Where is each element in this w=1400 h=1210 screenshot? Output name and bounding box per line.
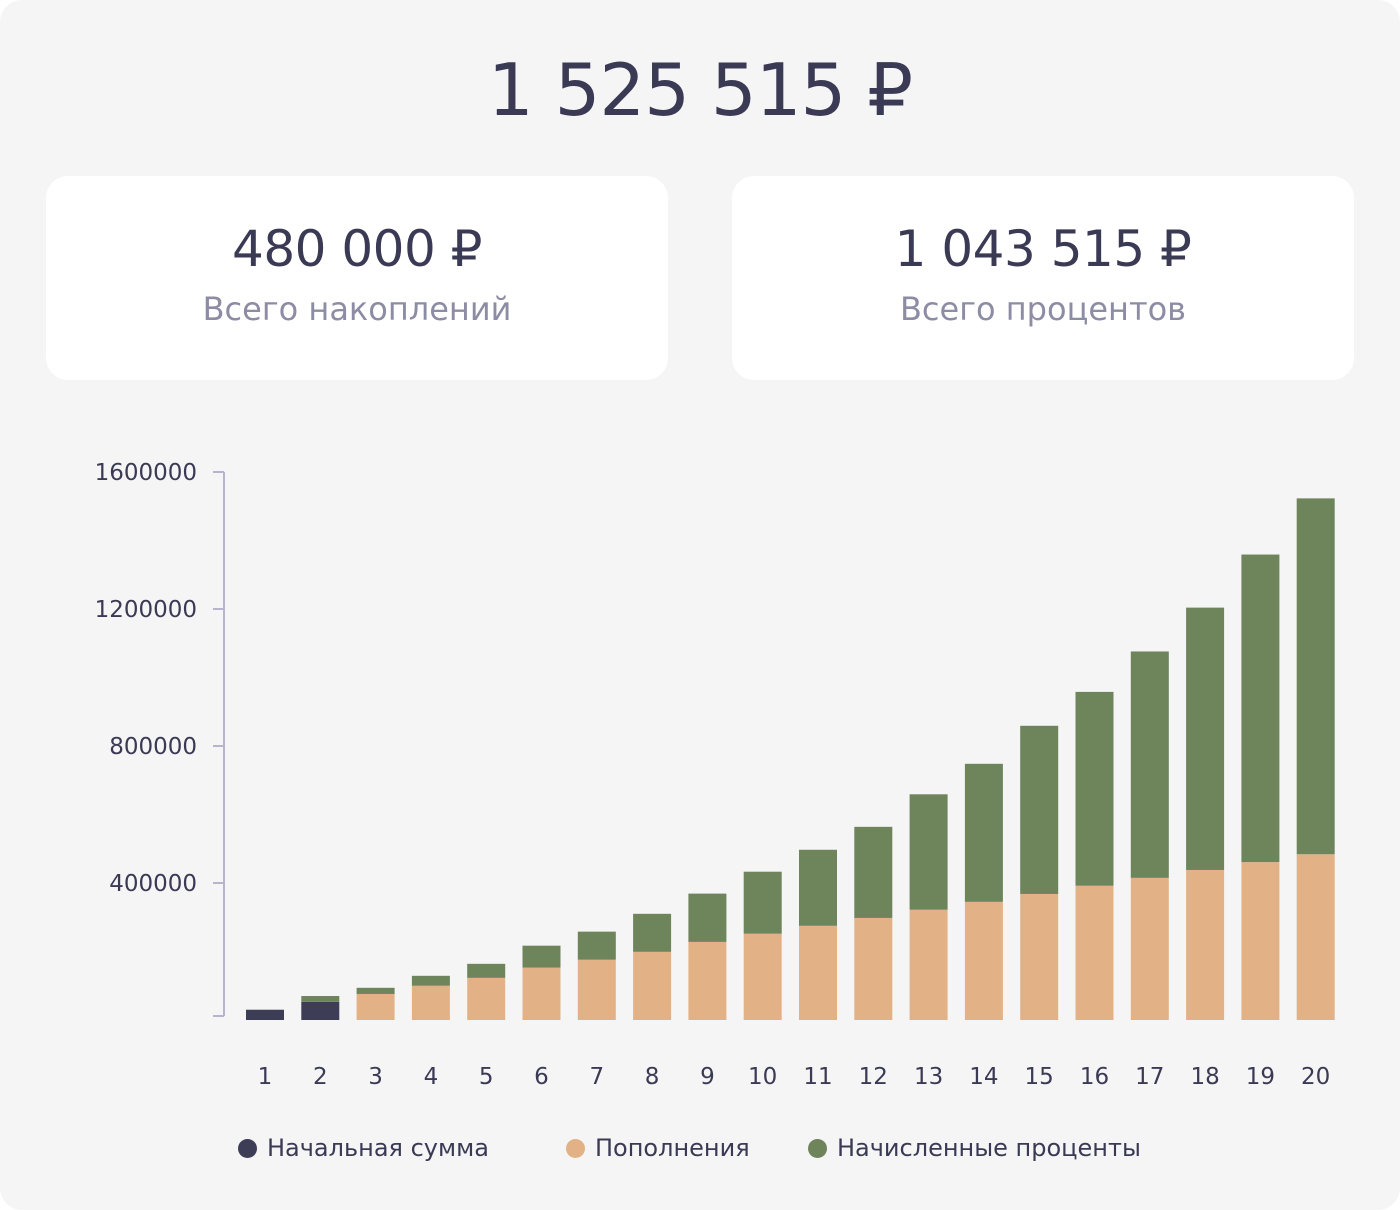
x-tick-label: 14 bbox=[969, 1064, 998, 1090]
x-tick-label: 13 bbox=[914, 1064, 943, 1090]
bar-segment-deposits bbox=[743, 933, 782, 1020]
x-tick-label: 11 bbox=[803, 1064, 832, 1090]
y-tick-label: 1600000 bbox=[95, 460, 197, 486]
y-tick-label: 1200000 bbox=[95, 597, 197, 623]
savings-card: 480 000 ₽ Всего накоплений bbox=[46, 176, 668, 380]
bar-segment-interest bbox=[854, 826, 893, 918]
savings-value: 480 000 ₽ bbox=[232, 220, 482, 278]
bar-segment-interest bbox=[1130, 651, 1169, 878]
bar-segment-deposits bbox=[467, 977, 506, 1020]
x-tick-label: 18 bbox=[1190, 1064, 1219, 1090]
bar-segment-deposits bbox=[633, 951, 672, 1020]
y-tick-label: 800000 bbox=[109, 734, 197, 760]
bar-segment-deposits bbox=[1186, 869, 1225, 1020]
bar-segment-interest bbox=[577, 931, 616, 960]
bar-segment-interest bbox=[688, 893, 727, 942]
x-tick-label: 15 bbox=[1025, 1064, 1054, 1090]
bar-segment-interest bbox=[411, 975, 450, 986]
x-tick-label: 2 bbox=[313, 1064, 328, 1090]
legend-item-initial: Начальная сумма bbox=[238, 1134, 489, 1162]
x-tick-label: 8 bbox=[645, 1064, 660, 1090]
x-tick-label: 1 bbox=[258, 1064, 273, 1090]
legend-item-interest: Начисленные проценты bbox=[808, 1134, 1141, 1162]
x-tick-label: 17 bbox=[1135, 1064, 1164, 1090]
bar-segment-deposits bbox=[1075, 885, 1114, 1020]
bar-segment-interest bbox=[1296, 498, 1335, 855]
bar-segment-deposits bbox=[964, 901, 1003, 1020]
bar-segment-interest bbox=[1020, 725, 1059, 894]
legend-dot-initial bbox=[238, 1138, 257, 1158]
bar-segment-interest bbox=[1241, 554, 1280, 863]
bar-segment-interest bbox=[743, 871, 782, 934]
savings-label: Всего накоплений bbox=[202, 290, 512, 328]
legend-item-deposits: Пополнения bbox=[566, 1134, 750, 1162]
y-tick-label: 400000 bbox=[109, 871, 197, 897]
bar-segment-deposits bbox=[854, 917, 893, 1020]
bar-segment-deposits bbox=[577, 959, 616, 1020]
bar-segment-deposits bbox=[799, 925, 837, 1020]
bar-segment-initial bbox=[301, 1001, 340, 1020]
x-tick-label: 10 bbox=[748, 1064, 777, 1090]
legend-label-interest: Начисленные проценты bbox=[837, 1134, 1141, 1162]
bar-segment-initial bbox=[246, 1009, 284, 1020]
x-tick-label: 7 bbox=[589, 1064, 604, 1090]
chart-legend: Начальная сумма Пополнения Начисленные п… bbox=[0, 1134, 1400, 1168]
bar-segment-interest bbox=[467, 963, 506, 978]
bar-segment-interest bbox=[1075, 691, 1114, 886]
total-amount: 1 525 515 ₽ bbox=[487, 48, 913, 132]
x-tick-label: 6 bbox=[534, 1064, 549, 1090]
x-tick-label: 12 bbox=[859, 1064, 888, 1090]
interest-value: 1 043 515 ₽ bbox=[894, 220, 1192, 278]
bar-segment-deposits bbox=[1020, 893, 1059, 1020]
legend-dot-deposits bbox=[566, 1138, 585, 1158]
bar-segment-deposits bbox=[1130, 877, 1169, 1020]
bar-segment-interest bbox=[1186, 607, 1225, 870]
bar-segment-deposits bbox=[356, 993, 395, 1020]
legend-dot-interest bbox=[808, 1138, 827, 1158]
bar-segment-deposits bbox=[1241, 862, 1280, 1020]
bar-segment-deposits bbox=[411, 985, 450, 1020]
x-tick-label: 3 bbox=[368, 1064, 383, 1090]
bar-segment-interest bbox=[964, 763, 1003, 902]
legend-label-initial: Начальная сумма bbox=[267, 1134, 489, 1162]
bar-segment-interest bbox=[799, 849, 837, 926]
x-tick-label: 9 bbox=[700, 1064, 715, 1090]
x-tick-label: 4 bbox=[424, 1064, 439, 1090]
x-tick-label: 19 bbox=[1246, 1064, 1275, 1090]
x-tick-label: 20 bbox=[1301, 1064, 1330, 1090]
bar-segment-interest bbox=[356, 987, 395, 994]
interest-card: 1 043 515 ₽ Всего процентов bbox=[732, 176, 1354, 380]
bar-segment-interest bbox=[522, 945, 561, 968]
bar-segment-deposits bbox=[909, 909, 948, 1020]
x-tick-label: 5 bbox=[479, 1064, 494, 1090]
legend-label-deposits: Пополнения bbox=[595, 1134, 750, 1162]
bar-segment-interest bbox=[909, 794, 948, 910]
bar-segment-deposits bbox=[1296, 854, 1335, 1020]
bar-segment-deposits bbox=[688, 941, 727, 1020]
interest-label: Всего процентов bbox=[899, 290, 1187, 328]
x-tick-label: 16 bbox=[1080, 1064, 1109, 1090]
bar-segment-interest bbox=[633, 913, 672, 952]
bar-segment-deposits bbox=[522, 967, 561, 1020]
bar-segment-interest bbox=[301, 996, 340, 1002]
